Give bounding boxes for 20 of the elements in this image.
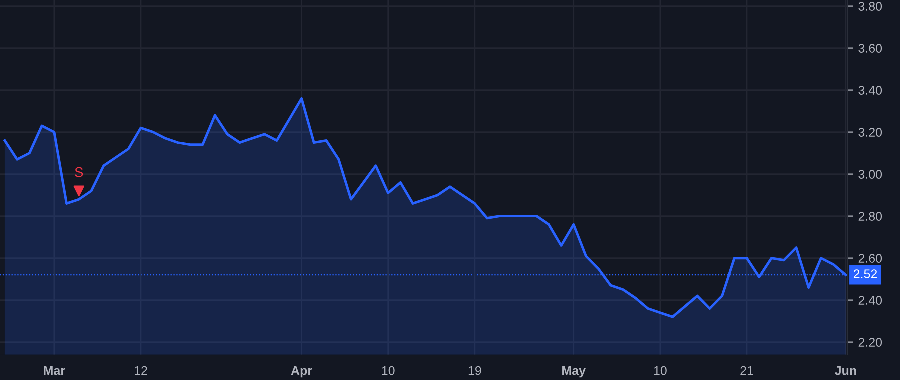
y-tick-label: 3.00 <box>858 170 882 179</box>
x-tick-label: 10 <box>654 366 667 376</box>
y-tick-label: 2.80 <box>858 212 882 221</box>
y-tick-label: 2.20 <box>858 338 882 347</box>
x-tick-label: 19 <box>468 366 482 376</box>
y-tick-label: 3.80 <box>858 2 882 11</box>
series-label: S <box>75 167 84 178</box>
x-tick-label: 21 <box>740 366 754 376</box>
y-tick-label: 3.40 <box>858 86 882 95</box>
y-tick-label: 3.60 <box>858 44 882 53</box>
ref-line-label: 2.52 <box>854 270 878 278</box>
x-tick-label: May <box>562 366 586 378</box>
x-tick-label: 12 <box>134 366 148 376</box>
y-tick-label: 2.60 <box>858 254 882 263</box>
x-tick-label: Jun <box>835 366 856 376</box>
y-tick-label: 3.20 <box>858 128 882 137</box>
x-tick-label: 10 <box>382 366 395 376</box>
x-tick-label: Apr <box>291 366 312 378</box>
y-tick-label: 2.40 <box>858 296 882 305</box>
x-tick-label: Mar <box>44 366 66 376</box>
